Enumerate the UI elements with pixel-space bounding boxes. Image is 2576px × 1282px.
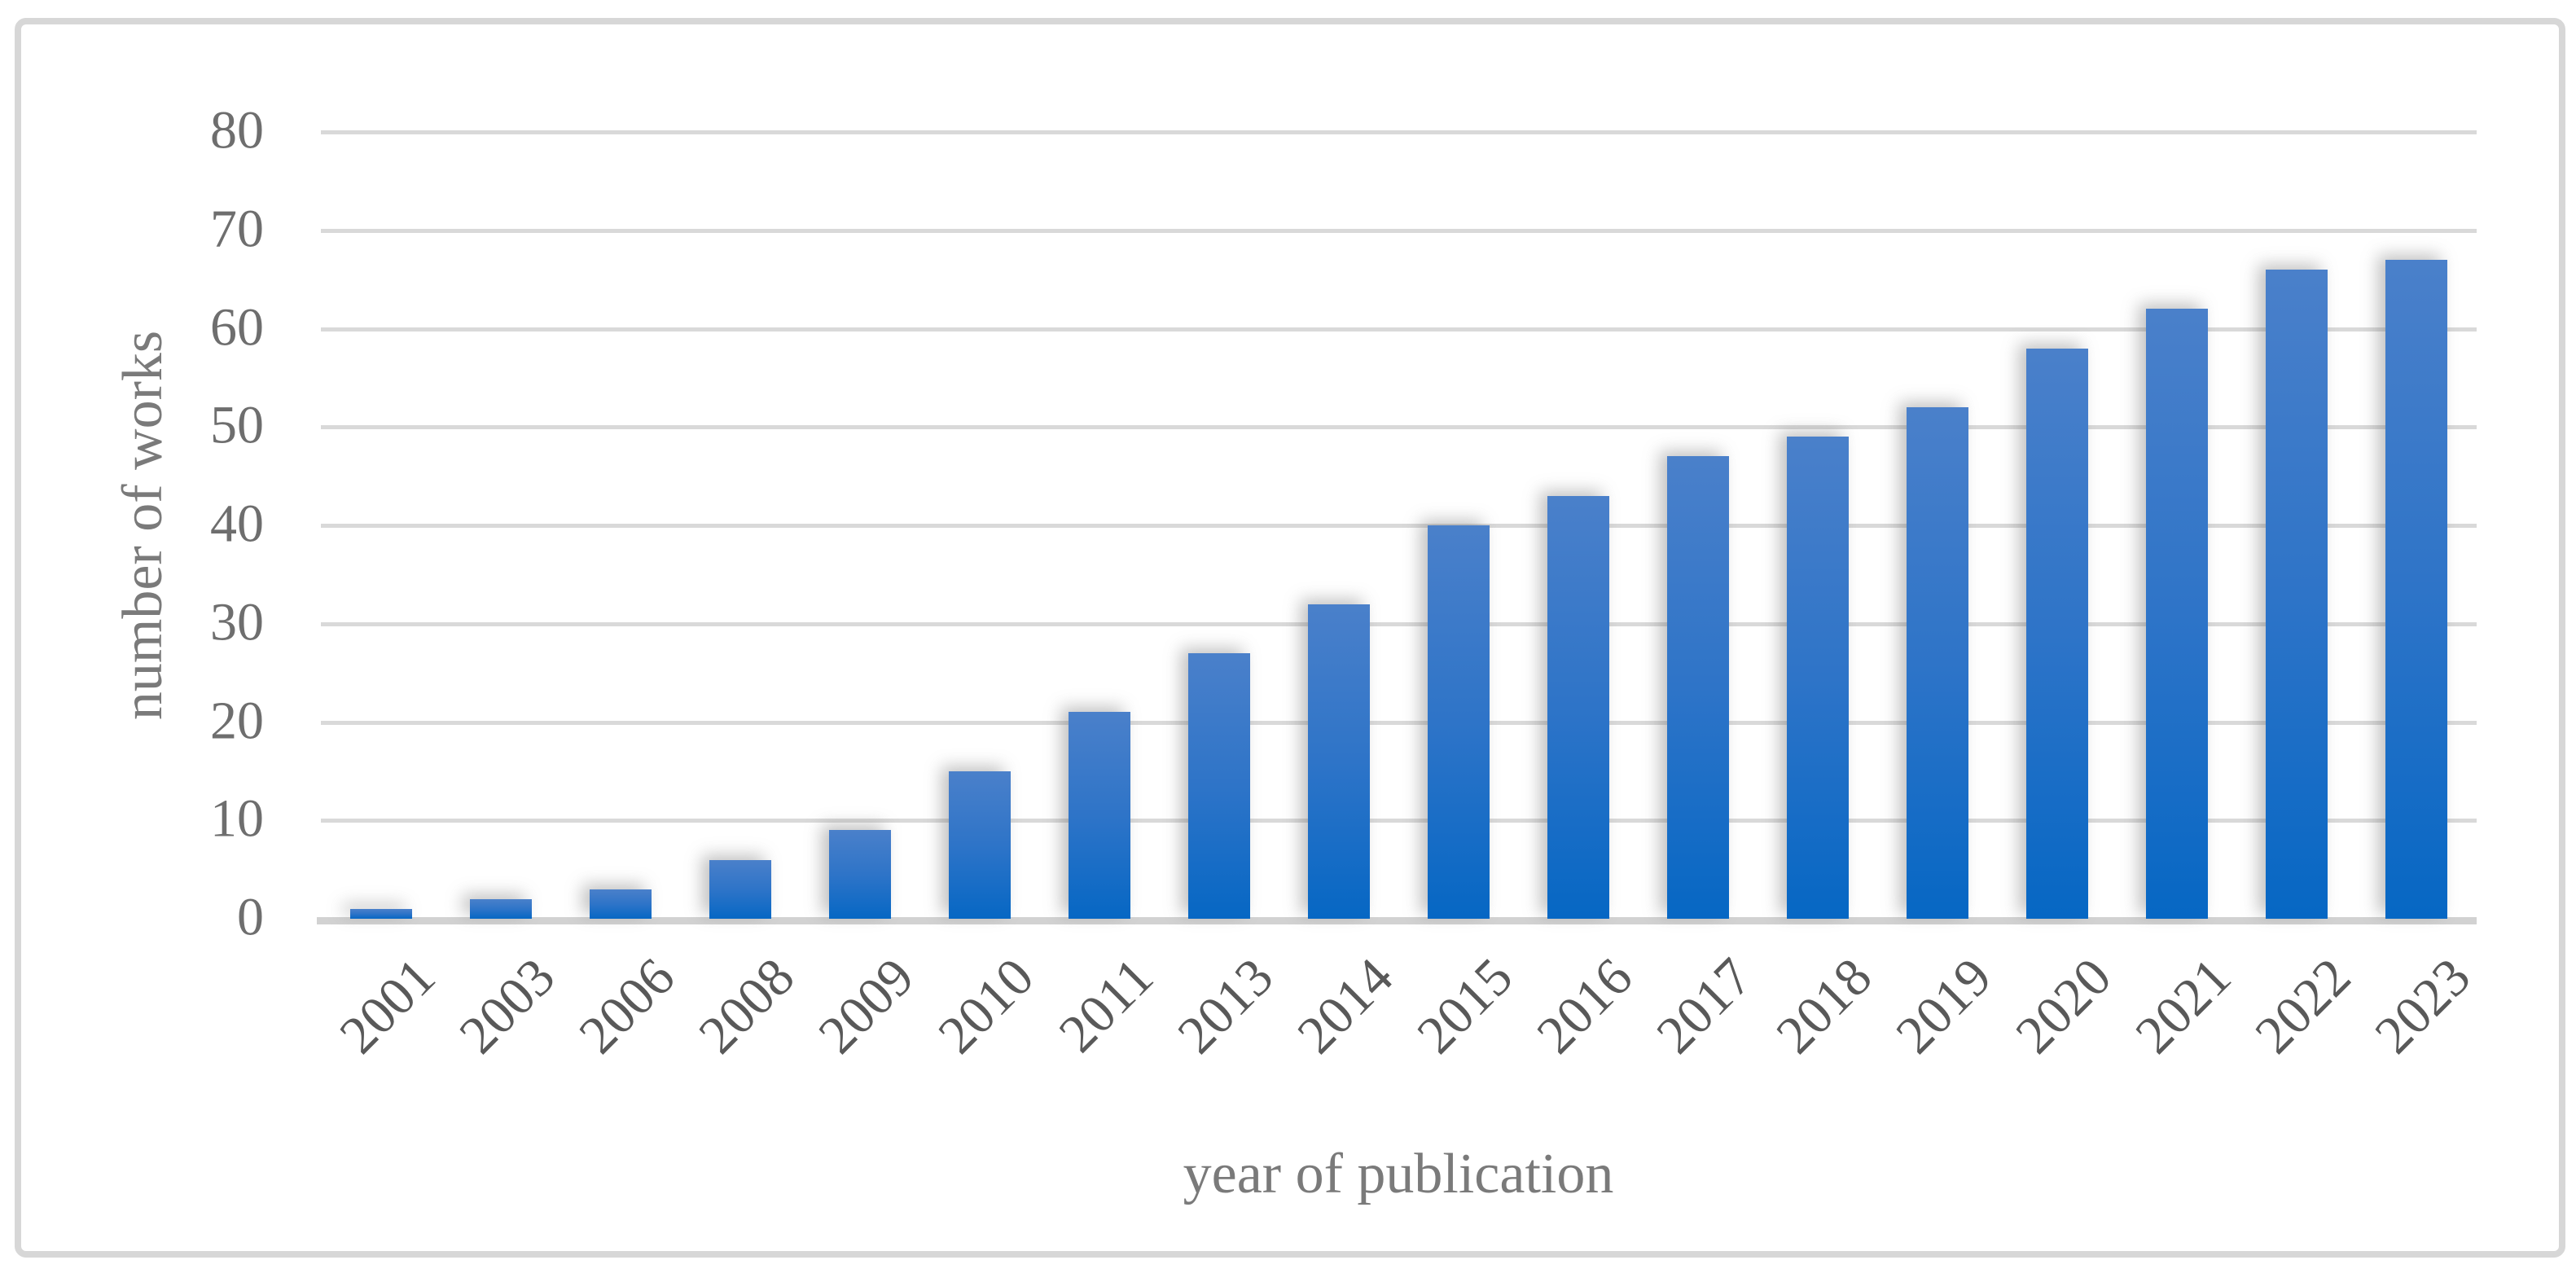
x-axis-line [317, 917, 2477, 924]
bar-2023 [2385, 259, 2448, 919]
bar-2018 [1787, 437, 1850, 919]
bar-2020 [2026, 348, 2089, 919]
bar-2011 [1068, 712, 1130, 919]
bar-2019 [1907, 407, 1969, 919]
bar-2021 [2146, 309, 2209, 919]
y-tick-label-70: 70 [210, 199, 264, 259]
gridline-80 [321, 130, 2477, 134]
gridline-50 [321, 425, 2477, 430]
bar-2006 [589, 889, 652, 919]
bar-2014 [1307, 604, 1370, 919]
y-tick-label-80: 80 [210, 100, 264, 160]
gridline-20 [321, 720, 2477, 725]
gridline-10 [321, 819, 2477, 823]
bar-2001 [349, 908, 412, 919]
y-tick-label-40: 40 [210, 494, 264, 554]
bar-2022 [2266, 270, 2328, 919]
y-tick-label-0: 0 [237, 887, 264, 947]
gridline-70 [321, 228, 2477, 233]
y-axis-title: number of works [112, 330, 174, 721]
bar-2015 [1428, 525, 1490, 919]
bar-2010 [948, 771, 1011, 919]
gridline-60 [321, 327, 2477, 331]
bar-2013 [1187, 652, 1250, 919]
bar-2008 [709, 859, 771, 919]
x-axis-title: year of publication [1183, 1143, 1614, 1205]
y-tick-label-50: 50 [210, 395, 264, 455]
y-tick-label-10: 10 [210, 788, 264, 849]
gridline-40 [321, 524, 2477, 528]
bar-2003 [469, 898, 532, 919]
figure-border [15, 18, 2565, 1258]
bar-2009 [828, 830, 891, 919]
y-tick-label-20: 20 [210, 690, 264, 750]
y-tick-label-30: 30 [210, 592, 264, 652]
gridline-30 [321, 621, 2477, 626]
bar-2017 [1667, 456, 1730, 919]
y-tick-label-60: 60 [210, 296, 264, 357]
bar-2016 [1547, 495, 1610, 919]
